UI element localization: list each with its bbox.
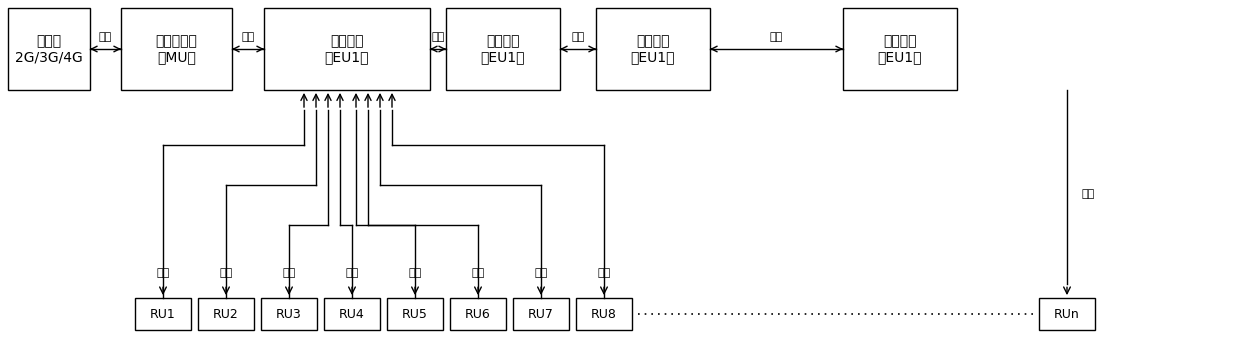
- Bar: [450, 298, 506, 330]
- Bar: [122, 8, 232, 90]
- Text: 扩展单元
（EU1）: 扩展单元 （EU1）: [878, 34, 923, 64]
- Text: RU6: RU6: [465, 308, 491, 321]
- Text: 光纤: 光纤: [432, 32, 445, 42]
- Text: 光纤: 光纤: [534, 268, 548, 278]
- Text: RU2: RU2: [213, 308, 239, 321]
- Bar: [446, 8, 560, 90]
- Text: RU1: RU1: [150, 308, 176, 321]
- Bar: [135, 298, 191, 330]
- Bar: [596, 8, 711, 90]
- Text: RU8: RU8: [591, 308, 618, 321]
- Text: 扩展单元
（EU1）: 扩展单元 （EU1）: [325, 34, 370, 64]
- Text: 光纤: 光纤: [156, 268, 170, 278]
- Text: 信号源
2G/3G/4G: 信号源 2G/3G/4G: [15, 34, 83, 64]
- Text: RUn: RUn: [1054, 308, 1080, 321]
- Text: 主接入单元
（MU）: 主接入单元 （MU）: [155, 34, 197, 64]
- Text: RU5: RU5: [402, 308, 428, 321]
- Bar: [1039, 298, 1095, 330]
- Text: 光纤: 光纤: [408, 268, 422, 278]
- Text: 光纤: 光纤: [219, 268, 233, 278]
- Bar: [198, 298, 254, 330]
- Text: 光纤: 光纤: [471, 268, 485, 278]
- Text: 扩展单元
（EU1）: 扩展单元 （EU1）: [631, 34, 676, 64]
- Text: RU4: RU4: [339, 308, 365, 321]
- Bar: [513, 298, 569, 330]
- Text: 光纤: 光纤: [598, 268, 610, 278]
- Text: 光纤: 光纤: [283, 268, 295, 278]
- Bar: [843, 8, 957, 90]
- Bar: [260, 298, 317, 330]
- Text: 光纤: 光纤: [572, 32, 584, 42]
- Text: 光纤: 光纤: [770, 32, 784, 42]
- Text: 光纤: 光纤: [346, 268, 358, 278]
- Text: 扩展单元
（EU1）: 扩展单元 （EU1）: [481, 34, 526, 64]
- Bar: [577, 298, 632, 330]
- Text: RU7: RU7: [528, 308, 554, 321]
- Text: 光纤: 光纤: [1081, 189, 1095, 199]
- Bar: [264, 8, 430, 90]
- Bar: [387, 298, 443, 330]
- Bar: [7, 8, 91, 90]
- Text: 光纤: 光纤: [242, 32, 254, 42]
- Bar: [324, 298, 379, 330]
- Text: RU3: RU3: [277, 308, 301, 321]
- Text: 馈线: 馈线: [99, 32, 112, 42]
